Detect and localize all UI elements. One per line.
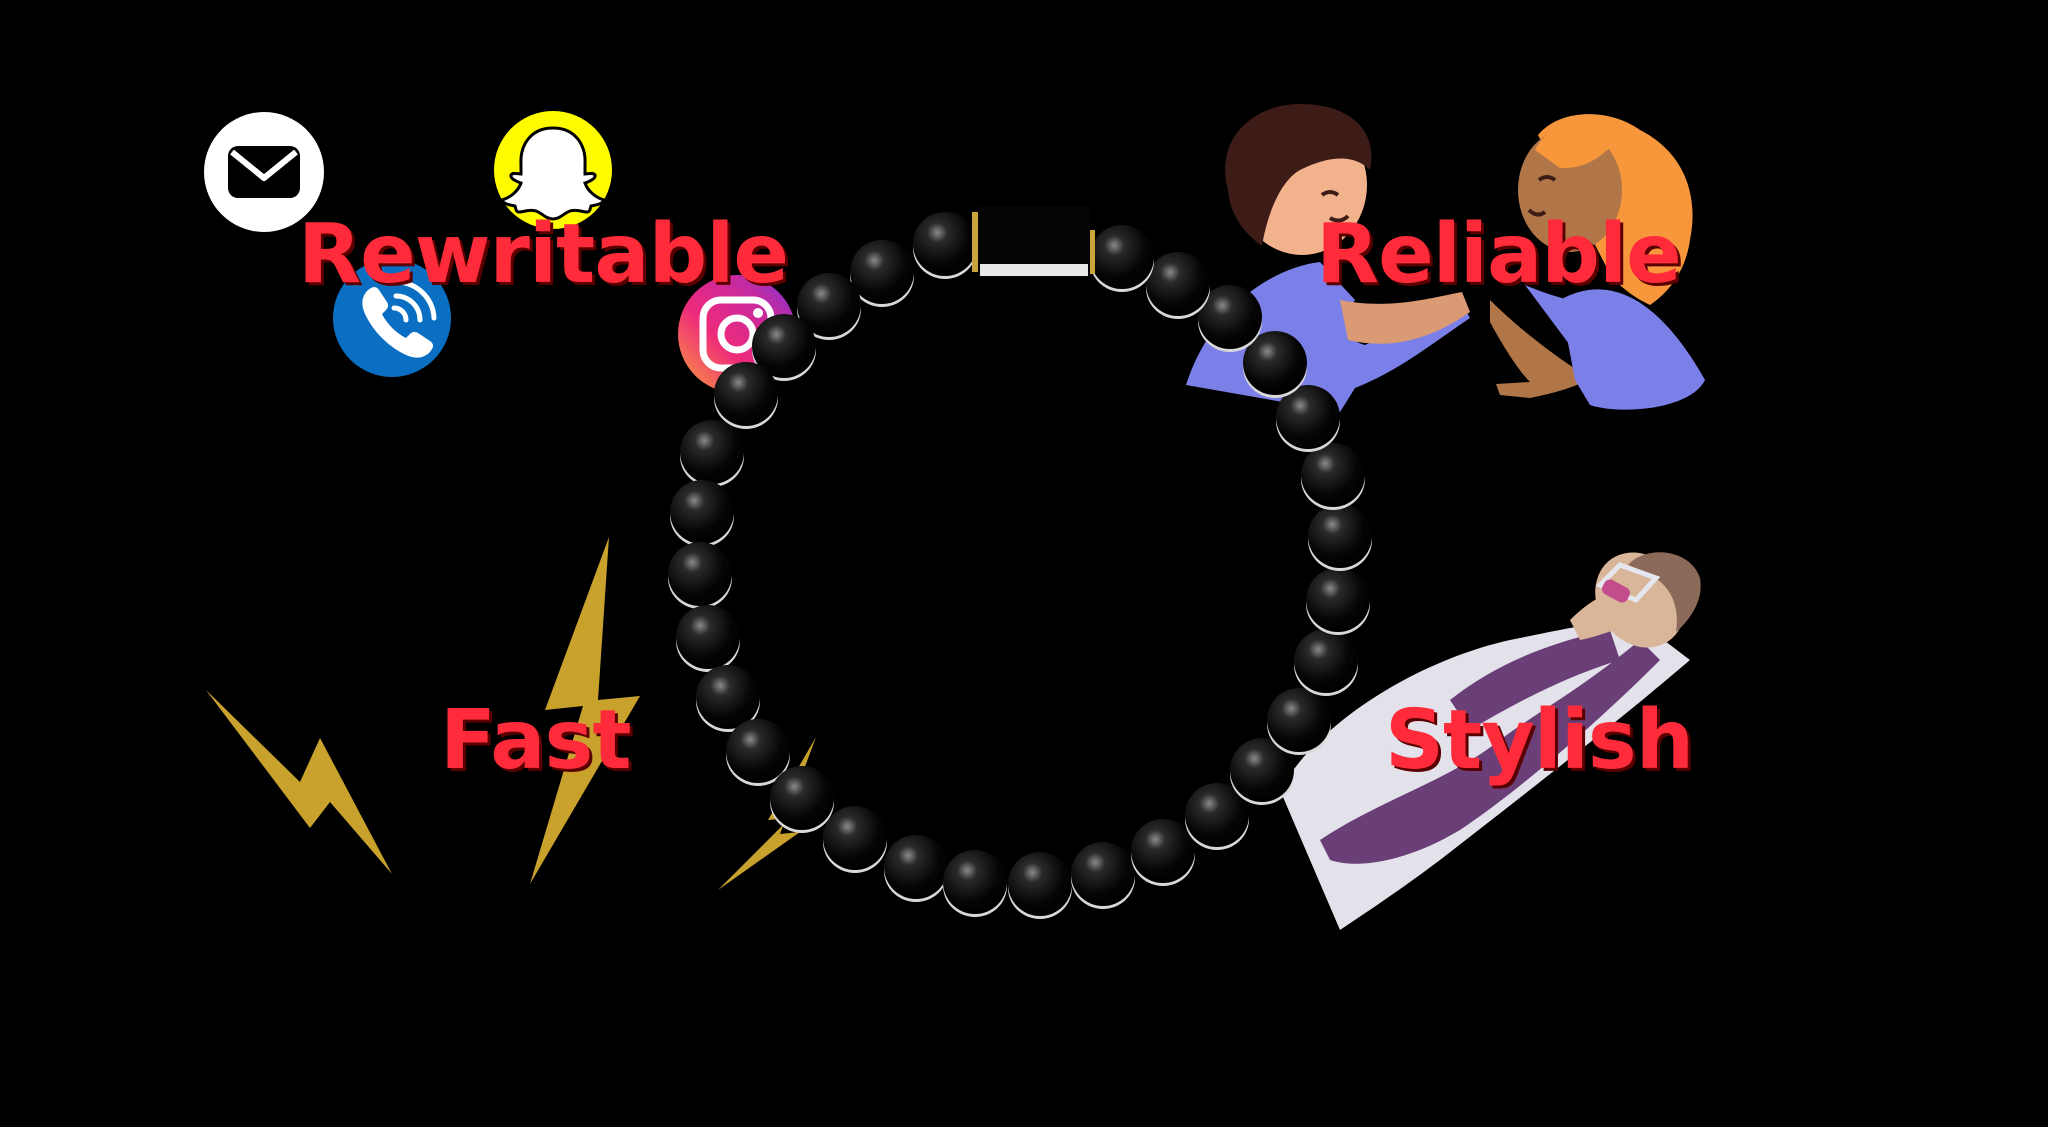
mail-icon xyxy=(204,112,324,232)
bead xyxy=(850,240,914,304)
bead xyxy=(1243,331,1307,395)
bracelet-clasp xyxy=(972,206,1095,278)
label-rewritable: Rewritable xyxy=(298,207,789,302)
bead xyxy=(714,362,778,426)
bead xyxy=(1008,852,1072,916)
bead xyxy=(1294,629,1358,693)
snapchat-icon xyxy=(494,111,612,229)
bead xyxy=(670,480,734,544)
bead xyxy=(680,420,744,484)
bead xyxy=(1267,688,1331,752)
bead xyxy=(676,605,740,669)
bead xyxy=(1306,568,1370,632)
lightning-bolts xyxy=(206,537,816,890)
bolt-icon xyxy=(530,537,640,884)
bead xyxy=(1301,443,1365,507)
friends-illustration xyxy=(1186,104,1705,412)
bracelet-beads xyxy=(668,212,1372,919)
bead xyxy=(913,212,977,276)
bead xyxy=(797,273,861,337)
bead xyxy=(823,806,887,870)
bead xyxy=(1146,252,1210,316)
bead xyxy=(1071,842,1135,906)
bead xyxy=(696,665,760,729)
bolt-icon xyxy=(206,690,392,874)
bead xyxy=(1276,385,1340,449)
bead xyxy=(884,835,948,899)
stylish-person-illustration xyxy=(1280,552,1701,930)
bead xyxy=(943,850,1007,914)
bead xyxy=(770,766,834,830)
bead xyxy=(752,314,816,378)
bead xyxy=(1230,738,1294,802)
bead xyxy=(1185,783,1249,847)
label-fast: Fast xyxy=(440,693,632,788)
bead xyxy=(668,542,732,606)
bead xyxy=(726,719,790,783)
bead xyxy=(1198,285,1262,349)
bead xyxy=(1308,504,1372,568)
label-reliable: Reliable xyxy=(1316,207,1682,302)
bead xyxy=(1131,819,1195,883)
label-stylish: Stylish xyxy=(1385,693,1694,788)
phone-icon xyxy=(333,259,451,377)
bead xyxy=(1090,225,1154,289)
